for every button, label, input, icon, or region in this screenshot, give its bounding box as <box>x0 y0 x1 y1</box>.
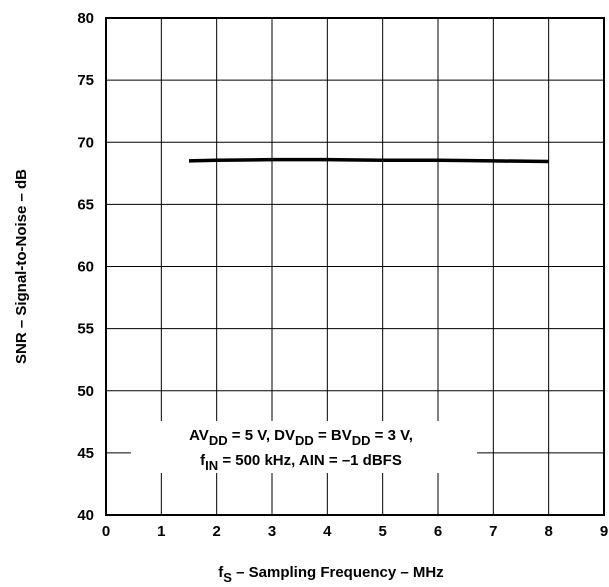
annotation-text: = 500 kHz, AIN = –1 dBFS <box>218 452 402 469</box>
x-tick-label: 3 <box>268 523 276 540</box>
annotation-text: = 3 V, <box>371 427 413 444</box>
y-tick-label: 70 <box>77 134 94 151</box>
y-axis-label: SNR – Signal-to-Noise – dB <box>13 169 30 364</box>
annotation-text: = 5 V, DV <box>228 427 295 444</box>
y-tick-label: 55 <box>77 321 94 338</box>
y-tick-label: 75 <box>77 72 94 89</box>
x-axis-label-main: f <box>218 564 224 581</box>
y-tick-label: 60 <box>77 259 94 276</box>
x-tick-label: 8 <box>544 523 552 540</box>
x-tick-label: 7 <box>489 523 497 540</box>
x-axis-label-rest: – Sampling Frequency – MHz <box>232 564 444 581</box>
plot-frame <box>105 17 605 516</box>
y-tick-label: 80 <box>77 10 94 27</box>
x-axis-label-subscript: S <box>223 570 232 585</box>
y-tick-label: 45 <box>77 445 94 462</box>
annotation-text: = BV <box>314 427 352 444</box>
x-tick-label: 4 <box>323 523 332 540</box>
x-tick-label: 1 <box>157 523 165 540</box>
x-axis-label: fS – Sampling Frequency – MHz <box>218 564 443 585</box>
y-tick-label: 40 <box>77 507 94 524</box>
y-tick-label: 50 <box>77 383 94 400</box>
annotation-subscript: DD <box>352 433 371 448</box>
x-tick-label: 0 <box>102 523 110 540</box>
y-tick-label: 65 <box>77 196 94 213</box>
annotation-subscript: IN <box>205 458 218 473</box>
x-tick-label: 6 <box>434 523 442 540</box>
snr-series-line <box>188 157 549 164</box>
x-tick-label: 2 <box>212 523 220 540</box>
annotation-line-1: AVDD = 5 V, DVDD = BVDD = 3 V, <box>189 427 413 448</box>
x-tick-label: 5 <box>378 523 386 540</box>
x-tick-label: 9 <box>600 523 608 540</box>
annotation-subscript: DD <box>209 433 228 448</box>
annotation-text: AV <box>189 427 209 444</box>
series-lines <box>188 157 549 164</box>
annotation-line-2: fIN = 500 kHz, AIN = –1 dBFS <box>200 452 402 473</box>
annotation-text: f <box>200 452 206 469</box>
annotation-subscript: DD <box>295 433 314 448</box>
annotation-background <box>131 421 477 473</box>
